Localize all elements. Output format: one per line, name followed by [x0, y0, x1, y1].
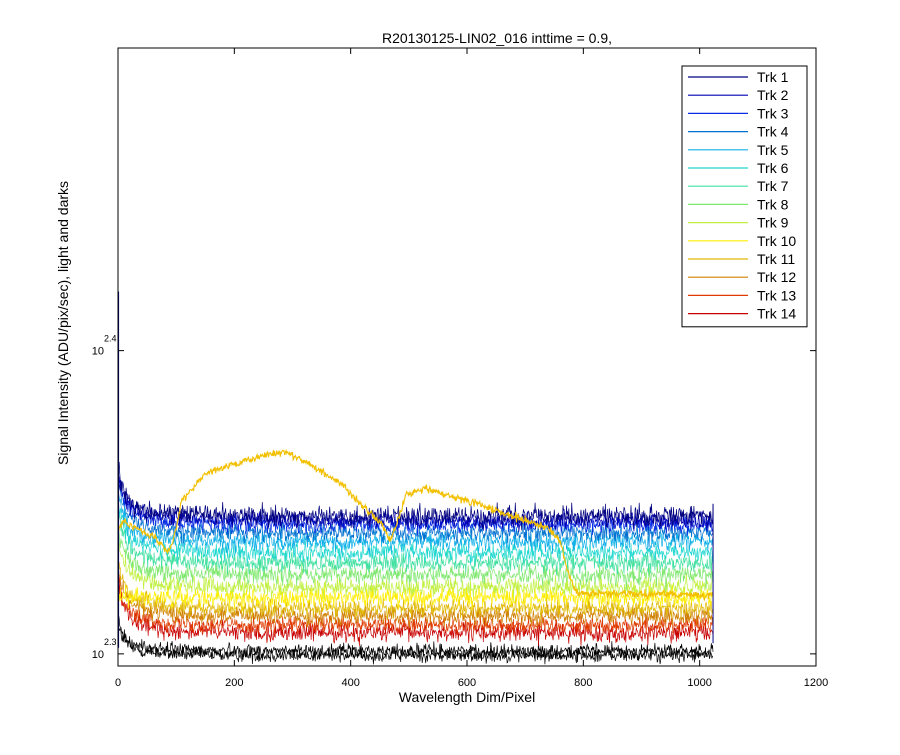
series-line-trk-13 — [117, 576, 714, 637]
x-tick-label: 200 — [225, 677, 243, 689]
x-tick-label: 0 — [115, 677, 121, 689]
x-tick-label: 800 — [574, 677, 592, 689]
legend-label: Trk 6 — [757, 160, 789, 176]
series-line-trk-14 — [117, 579, 714, 647]
y-tick-label-exponent: 2.4 — [104, 334, 117, 344]
legend-label: Trk 3 — [757, 105, 789, 121]
x-axis: 0 200 400 600 800 1000 1200 — [115, 48, 828, 689]
y-tick-label-base: 10 — [92, 346, 104, 358]
series-line-trk-1 — [117, 461, 714, 531]
x-axis-label: Wavelength Dim/Pixel — [399, 689, 535, 705]
series-line-trk-11 — [117, 562, 714, 620]
legend-label: Trk 12 — [757, 269, 796, 285]
legend-label: Trk 11 — [757, 251, 795, 267]
legend-box — [681, 65, 808, 328]
x-tick-label: 1200 — [804, 677, 828, 689]
legend: Trk 1 Trk 2 Trk 3 Trk 4 Trk 5 Trk 6 Trk 7 Trk 8… — [681, 65, 808, 328]
series-line-trk-4 — [117, 484, 714, 548]
legend-label: Trk 1 — [757, 69, 789, 85]
y-tick-label-exponent: 2.3 — [104, 637, 117, 647]
y-tick-label-base: 10 — [92, 649, 104, 661]
legend-label: Trk 8 — [757, 196, 789, 212]
legend-label: Trk 13 — [757, 287, 796, 303]
x-tick-label: 400 — [341, 677, 359, 689]
legend-label: Trk 10 — [757, 233, 796, 249]
legend-label: Trk 14 — [757, 306, 796, 322]
series-layer — [117, 291, 714, 665]
series-line-trk-10-base — [117, 584, 714, 613]
legend-label: Trk 4 — [757, 124, 789, 140]
legend-label: Trk 5 — [757, 142, 789, 158]
x-tick-label: 1000 — [687, 677, 711, 689]
series-line-trk-12 — [117, 562, 714, 628]
series-line-trk-6 — [117, 503, 714, 566]
series-line-trk-7 — [117, 506, 714, 576]
x-tick-label: 600 — [458, 677, 476, 689]
chart-title: R20130125-LIN02_016 inttime = 0.9, — [382, 30, 612, 46]
legend-label: Trk 2 — [757, 87, 789, 103]
y-axis-label: Signal Intensity (ADU/pix/sec), light an… — [55, 181, 71, 465]
series-line-trk-8 — [117, 516, 714, 591]
dark-frame-line — [117, 615, 714, 661]
series-line-trk-10-profile — [117, 448, 714, 601]
legend-label: Trk 7 — [757, 178, 789, 194]
legend-label: Trk 9 — [757, 215, 789, 231]
